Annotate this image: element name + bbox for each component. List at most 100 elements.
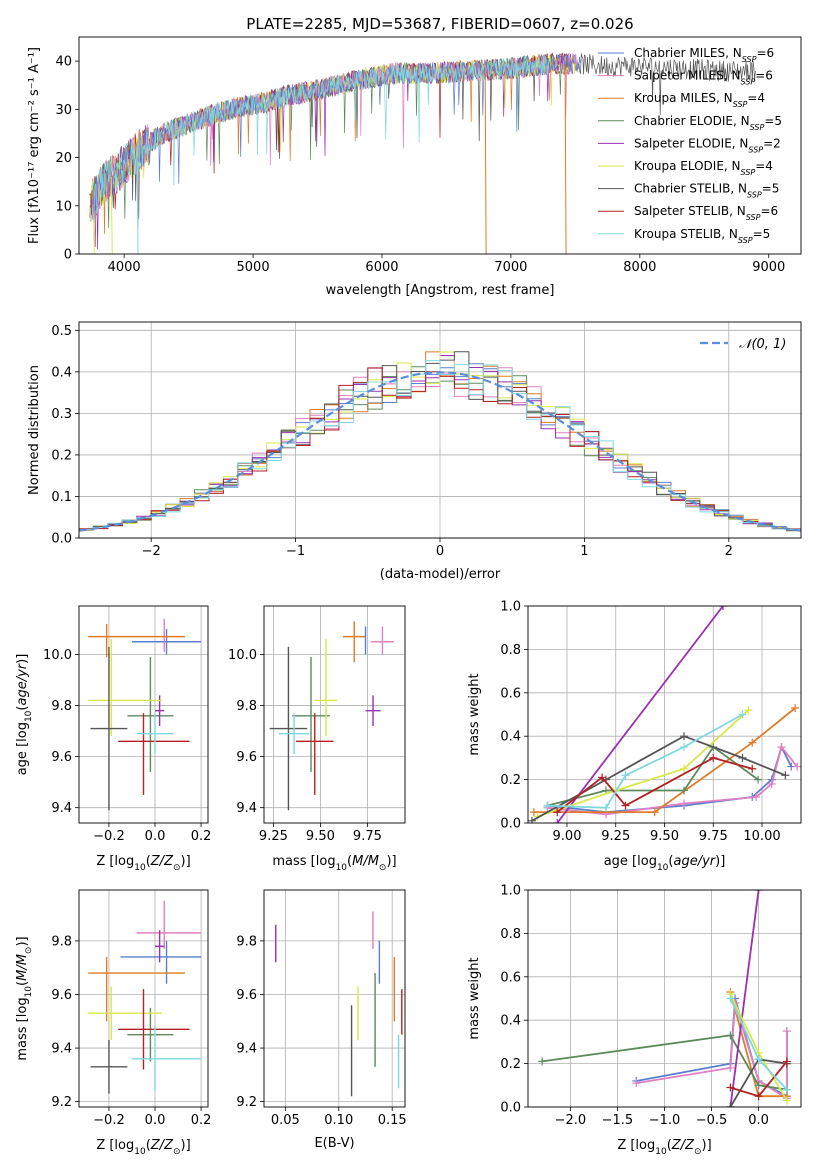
y-tick-label: 0.2 [500,1057,521,1072]
legend-tail: =6 [756,46,774,60]
y-tick-label: 0.4 [51,365,72,380]
plot-area [528,606,801,823]
y-tick-label: 9.6 [51,750,72,765]
legend-tail: =5 [753,227,771,241]
weight-marker [793,762,801,771]
weight-line [547,745,759,807]
y-tick-label: 9.8 [236,934,257,949]
legend-sub: SSP [747,190,762,199]
y-tick-label: 0.3 [51,407,72,422]
x-axis-label: mass [log10(M/M⊙)] [272,854,396,873]
legend-sub: SSP [742,55,757,64]
x-axis-label: Z [log10(Z/Z⊙)] [617,1138,711,1157]
label-part: ⊙ [379,863,387,873]
label-part: ( [15,981,30,986]
weight-marker [754,775,763,784]
x-tick-label: −1.5 [602,1113,634,1128]
age-vs-metallicity-panel: −0.2 0.0 0.29.49.69.810.0Z [log10(Z/Z⊙)]ag… [15,605,211,873]
weight-marker [782,1085,791,1094]
label-part: 10 [655,1147,667,1157]
age-vs-mass-panel: 9.25 9.50 9.75 9.4 9.6 9.8 10.0 mass [log10(M/M… [228,605,406,873]
y-axis-label: mass weight [467,957,482,1039]
x-tick-label: 9.00 [553,829,582,844]
y-tick-label: 1.0 [500,884,521,899]
weight-marker [744,706,753,715]
axes-frame [78,36,802,255]
spectrum-dropout [484,69,487,254]
legend-sub: SSP [741,77,756,86]
label-part: 10 [134,863,146,873]
mass-vs-metallicity-panel: −0.2 0.0 0.29.29.49.69.8Z [log10(Z/Z⊙)]mas… [15,889,211,1157]
legend-text: Salpeter STELIB, N [634,204,746,218]
axes-frame [527,889,802,1108]
weight-marker [754,1092,763,1101]
weight-marker [782,1096,791,1105]
plot-area [275,911,403,1097]
weight-marker [680,786,688,795]
y-tick-label: 9.6 [236,988,257,1003]
y-tick-label: 0.0 [500,1101,521,1116]
y-tick-label: 9.8 [51,934,72,949]
weight-marker [791,703,800,712]
legend-sub: SSP [741,168,756,177]
spectrum-dropout [136,152,139,254]
y-tick-label: 9.6 [236,750,257,765]
label-part: 10 [24,710,34,722]
label-part: ( [668,854,673,869]
x-axis-label: Z [log10(Z/Z⊙)] [96,854,190,873]
legend-sub: SSP [733,100,748,109]
label-part: ⊙ [173,1147,181,1157]
weight-marker [754,1081,763,1090]
y-tick-label: 9.4 [236,801,257,816]
plot-area [269,621,394,811]
weight-line [556,606,724,823]
y-tick-label: 0.4 [500,1014,521,1029]
x-tick-label: 9.25 [259,829,288,844]
y-axis-label: mass [log10(M/M⊙)] [15,936,34,1060]
spectrum-dropout [564,63,567,254]
legend-text: Chabrier MILES, N [634,46,742,60]
label-part: ( [146,1138,151,1153]
legend-label: Salpeter STELIB, NSSP=6 [634,204,778,222]
x-tick-label: 0 [436,544,444,559]
y-tick-label: 9.4 [51,801,72,816]
y-tick-label: 0.6 [500,686,521,701]
weight-marker [752,792,761,801]
legend-sub: SSP [746,213,761,222]
x-tick-label: 0.0 [145,1113,166,1128]
label-part: ⊙ [173,863,181,873]
x-tick-label: −0.5 [696,1113,728,1128]
weight-line [541,1034,788,1091]
weight-marker [726,994,735,1003]
weight-marker [782,1027,791,1036]
legend-sub: SSP [750,122,765,131]
y-tick-label: 0.6 [500,970,521,985]
weight-marker [738,710,747,719]
legend-label: Kroupa STELIB, NSSP=5 [634,227,770,245]
x-axis-label: wavelength [Angstrom, rest frame] [326,283,555,298]
weight-marker [719,606,727,610]
y-tick-label: 10.0 [43,648,72,663]
label-part: Z/Z [150,1138,174,1153]
label-part: 10 [24,986,34,998]
y-tick-label: 9.4 [51,1042,72,1057]
normal-curve [79,371,801,532]
label-part: ⊙ [694,1147,702,1157]
x-tick-label: 0.0 [145,829,166,844]
weight-line [537,709,750,818]
weight-marker [680,799,688,808]
y-tick-label: 10.0 [228,648,257,663]
weight-marker [748,738,757,747]
x-tick-label: 0.15 [378,1113,407,1128]
weight-marker [553,819,562,823]
legend-label: Chabrier MILES, NSSP=6 [634,46,774,64]
weight-marker [781,771,790,780]
legend-label: Salpeter ELODIE, NSSP=2 [634,136,781,154]
x-tick-label: 9.50 [650,829,679,844]
weight-marker [621,771,630,780]
legend-text: Chabrier STELIB, N [634,182,747,196]
y-axis-label: Flux [fλ10⁻¹⁷ erg cm⁻² s⁻¹ A⁻¹] [27,47,42,244]
weight-marker [632,1079,641,1088]
label-part: M/M [15,954,30,981]
x-tick-label: 5000 [237,260,270,275]
